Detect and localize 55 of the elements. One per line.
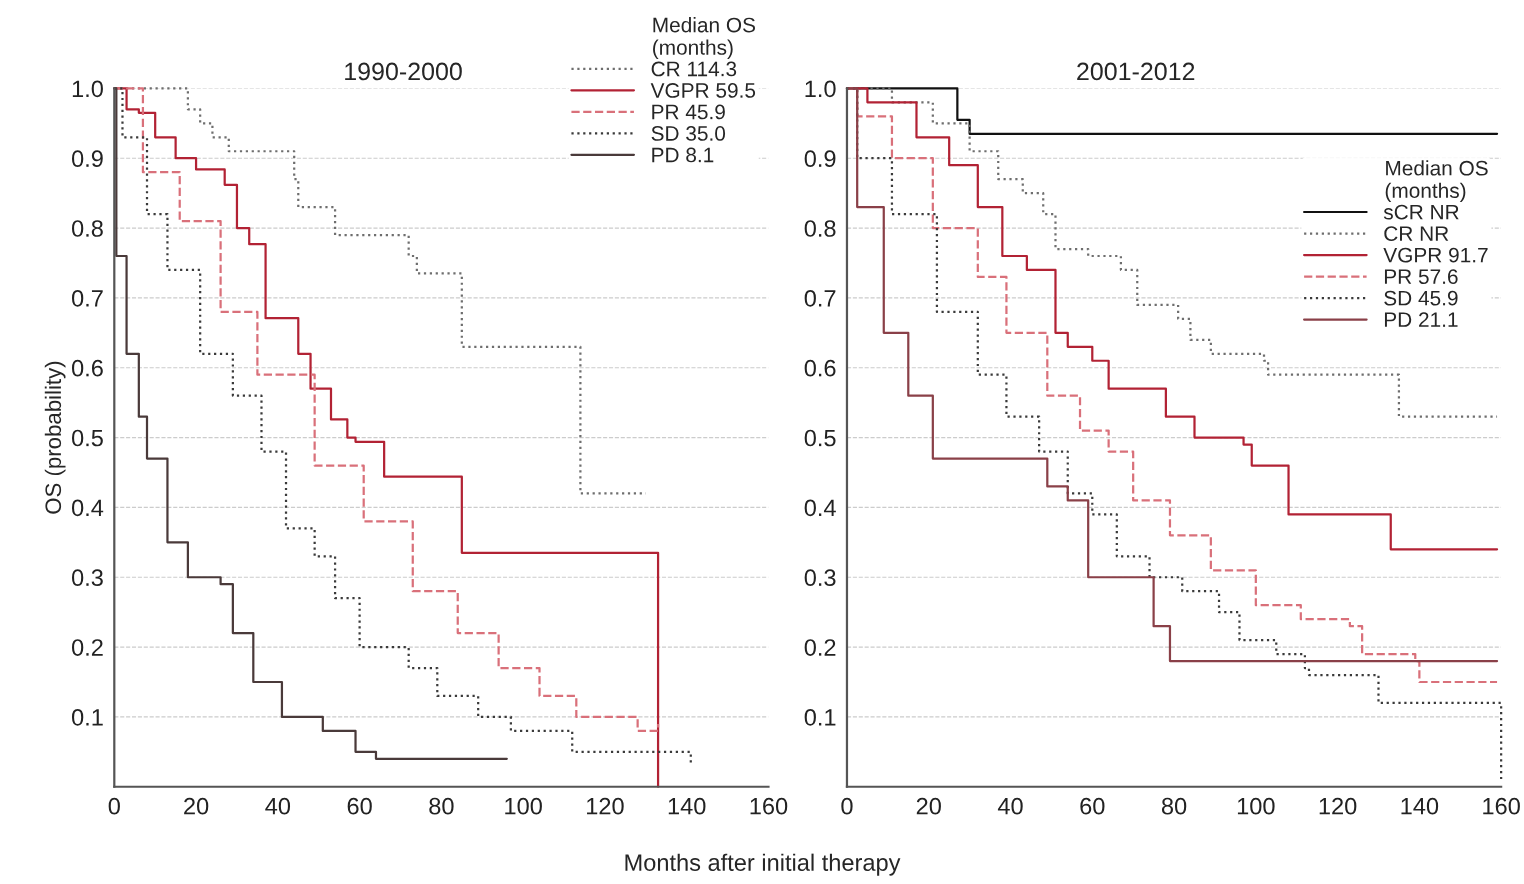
- y-tick-label: 0.9: [804, 150, 836, 168]
- x-tick-label: 20: [184, 797, 209, 815]
- y-axis-title: OS (probability): [44, 361, 66, 514]
- x-tick-label: 60: [347, 797, 372, 815]
- y-tick-label: 1.0: [72, 80, 103, 98]
- legend-title: Median OS (months): [1385, 160, 1488, 203]
- y-tick-label: 1.0: [805, 80, 836, 98]
- y-tick-label: 0.9: [71, 150, 103, 168]
- y-tick-label: 0.6: [71, 359, 103, 377]
- x-tick-label: 20: [916, 797, 941, 815]
- legend-label: SD 35.0: [651, 126, 726, 141]
- y-tick-label: 0.3: [71, 569, 103, 587]
- y-tick-label: 0.5: [71, 429, 103, 447]
- legend-label: sCR NR: [1383, 204, 1459, 220]
- y-tick-label: 0.2: [804, 639, 836, 656]
- legend-label: PD 21.1: [1384, 312, 1458, 327]
- chart-title: 1990-2000: [345, 62, 462, 81]
- y-tick-label: 0.1: [804, 708, 836, 726]
- x-tick-label: 60: [1080, 797, 1105, 815]
- legend-label: VGPR 59.5: [650, 83, 756, 98]
- x-tick-label: 120: [1319, 797, 1357, 815]
- x-tick-label: 160: [750, 797, 788, 815]
- x-tick-label: 0: [841, 797, 853, 815]
- y-tick-label: 0.8: [804, 220, 836, 237]
- y-tick-label: 0.4: [804, 499, 836, 517]
- legend-title: Median OS (months): [653, 17, 756, 59]
- y-tick-label: 0.7: [71, 289, 103, 307]
- x-tick-label: 40: [265, 797, 291, 815]
- legend-label: CR 114.3: [651, 61, 737, 77]
- x-tick-label: 140: [668, 797, 706, 815]
- x-tick-label: 80: [429, 797, 454, 815]
- y-tick-label: 0.8: [71, 220, 103, 237]
- y-tick-label: 0.4: [71, 499, 104, 517]
- y-tick-label: 0.2: [71, 639, 103, 656]
- x-tick-label: 100: [505, 797, 542, 815]
- x-tick-label: 80: [1161, 797, 1187, 815]
- x-tick-label: 100: [1237, 797, 1275, 815]
- x-tick-label: 0: [108, 797, 120, 815]
- y-tick-label: 0.1: [71, 708, 103, 726]
- x-tick-label: 160: [1483, 797, 1520, 815]
- legend-label: VGPR 91.7: [1383, 247, 1488, 263]
- legend-label: PD 8.1: [652, 147, 714, 163]
- legend-label: CR NR: [1384, 226, 1449, 242]
- legend-label: SD 45.9: [1384, 290, 1458, 306]
- x-tick-label: 140: [1401, 797, 1439, 815]
- y-tick-label: 0.6: [804, 359, 836, 377]
- chart-title: 2001-2012: [1077, 62, 1195, 81]
- y-tick-label: 0.7: [804, 289, 836, 307]
- legend-label: PR 57.6: [1384, 269, 1458, 285]
- x-tick-label: 40: [997, 797, 1023, 815]
- legend-label: PR 45.9: [652, 104, 725, 120]
- x-tick-label: 120: [587, 797, 624, 815]
- x-axis-title: Months after initial therapy: [625, 853, 901, 876]
- y-tick-label: 0.3: [804, 569, 836, 587]
- y-tick-label: 0.5: [804, 429, 836, 447]
